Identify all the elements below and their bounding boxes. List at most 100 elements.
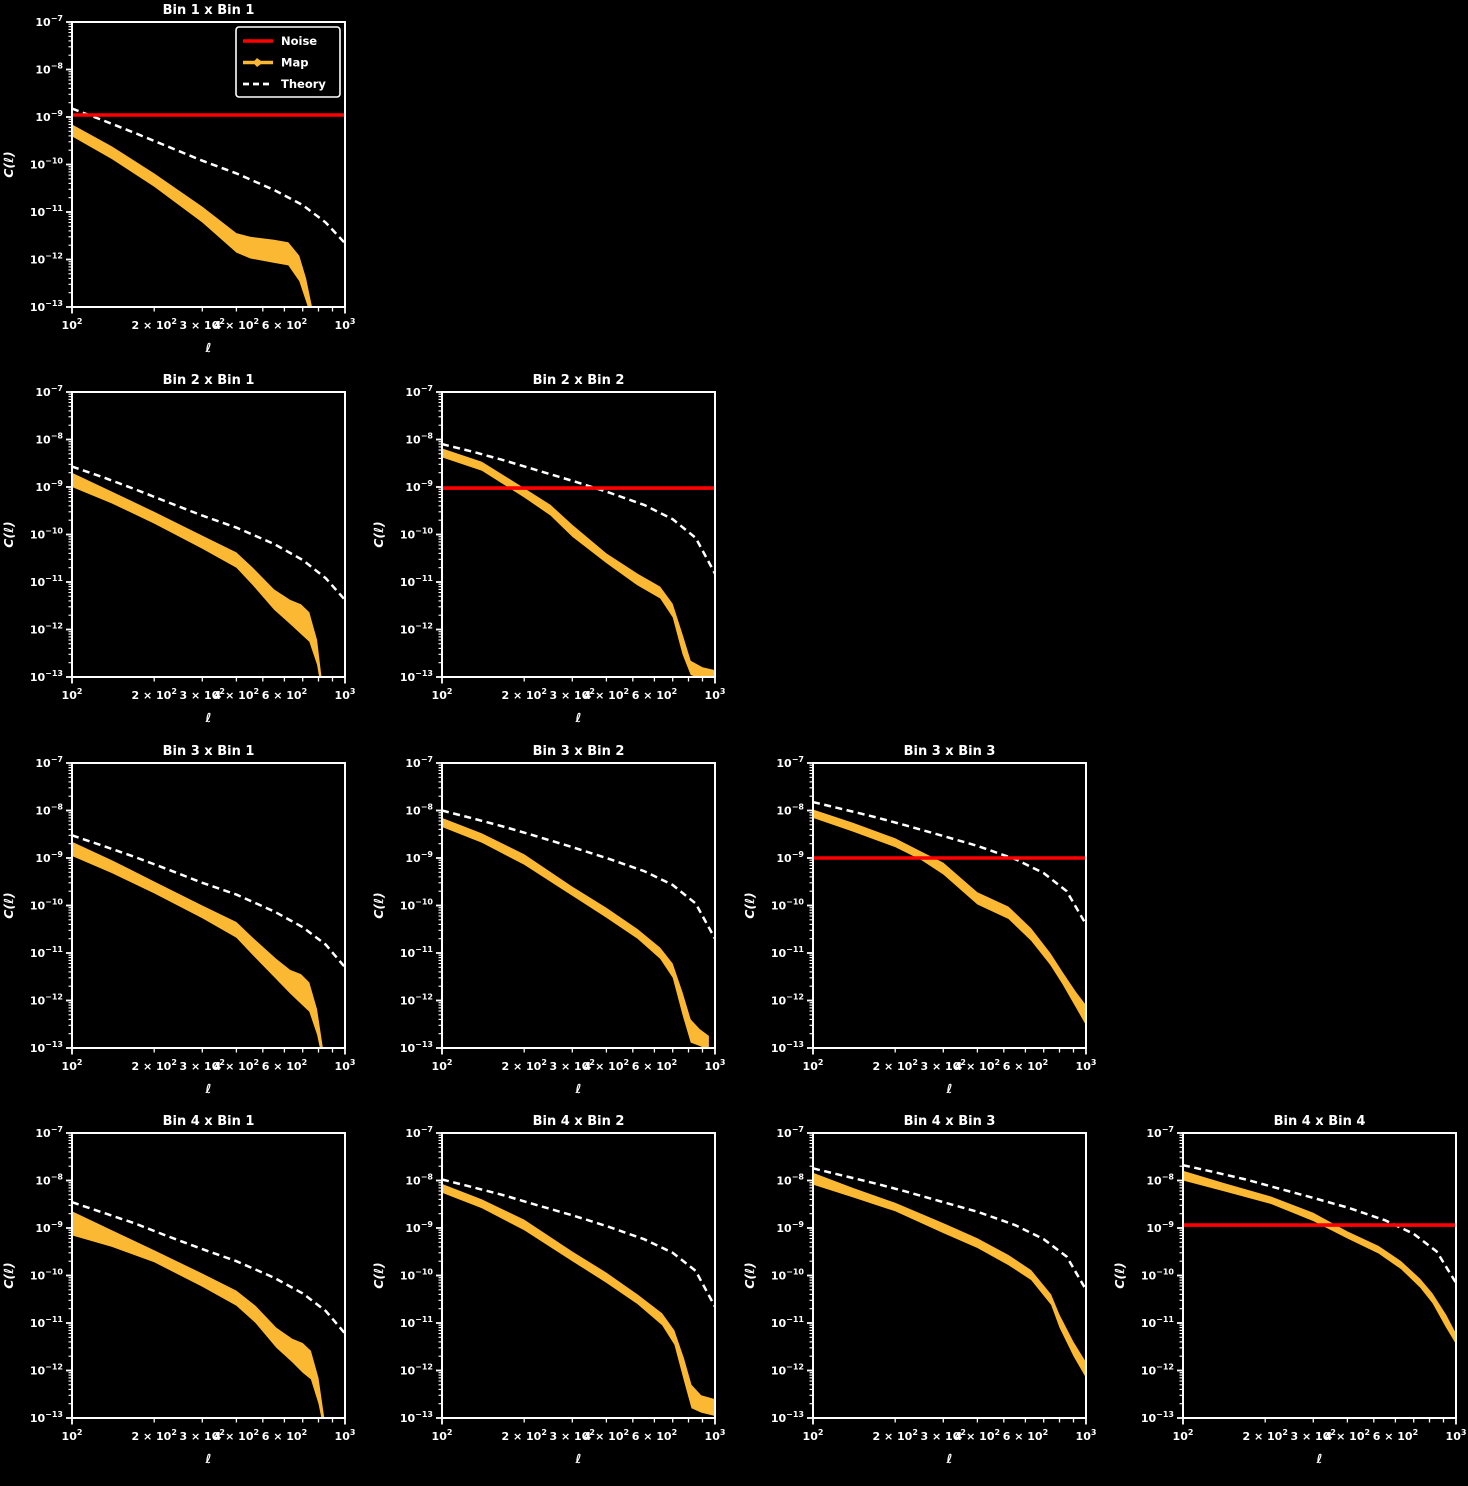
tick-label-y: 10−9 xyxy=(35,479,63,494)
panel-bin-3-x-bin-1: 10−7 10−8 10−9 10−10 10−11 10−12 10−13 102 2 × 1… xyxy=(0,741,371,1112)
x-axis-label: ℓ xyxy=(946,1451,953,1466)
tick-label-x: 3 × 102 xyxy=(180,687,225,702)
plot-bin-3-x-bin-3: 10−7 10−8 10−9 10−10 10−11 10−12 10−13 102 2 × 1… xyxy=(742,744,1096,1096)
tick-label-x: 3 × 102 xyxy=(550,1058,595,1073)
tick-label-x: 6 × 102 xyxy=(632,1428,677,1443)
tick-label-y: 10−11 xyxy=(30,1315,64,1330)
y-axis-label: C(ℓ) xyxy=(1112,1262,1127,1289)
tick-label-x: 6 × 102 xyxy=(1373,1428,1418,1443)
tick-label-x: 2 × 102 xyxy=(131,1058,176,1073)
tick-label-x: 2 × 102 xyxy=(131,687,176,702)
legend-item-map: Map xyxy=(281,56,308,70)
map-band xyxy=(813,1172,1086,1378)
axes-frame xyxy=(812,1132,1087,1419)
tick-label-x: 4 × 102 xyxy=(1325,1428,1370,1443)
tick-label-y: 10−9 xyxy=(405,479,433,494)
tick-label-y: 10−8 xyxy=(405,1173,433,1188)
tick-label-x: 6 × 102 xyxy=(632,1058,677,1073)
tick-label-y: 10−11 xyxy=(400,1315,434,1330)
tick-label-x: 3 × 102 xyxy=(180,317,225,332)
tick-label-x: 103 xyxy=(335,317,356,332)
tick-label-y: 10−13 xyxy=(30,1040,63,1055)
tick-label-x: 3 × 102 xyxy=(550,1428,595,1443)
theory-line xyxy=(442,1178,715,1308)
panel-bin-1-x-bin-1: 10−7 10−8 10−9 10−10 10−11 10−12 10−13 102 2 × 1… xyxy=(0,0,371,371)
theory-line xyxy=(1183,1163,1456,1284)
y-axis-label: C(ℓ) xyxy=(1,521,16,548)
tick-label-x: 4 × 102 xyxy=(584,1058,629,1073)
plot-bin-2-x-bin-2: 10−7 10−8 10−9 10−10 10−11 10−12 10−13 102 2 × 1… xyxy=(371,373,726,725)
tick-label-x: 6 × 102 xyxy=(262,317,307,332)
tick-label-y: 10−10 xyxy=(30,1268,64,1283)
y-axis-label: C(ℓ) xyxy=(1,151,16,178)
plot-bin-2-x-bin-1: 10−7 10−8 10−9 10−10 10−11 10−12 10−13 102 2 × 1… xyxy=(1,373,356,725)
tick-label-y: 10−9 xyxy=(405,1220,433,1235)
x-axis-label: ℓ xyxy=(1316,1451,1323,1466)
tick-label-x: 3 × 102 xyxy=(180,1428,225,1443)
tick-label-x: 102 xyxy=(62,317,83,332)
tick-label-y: 10−7 xyxy=(1146,1125,1174,1140)
tick-label-x: 102 xyxy=(62,1428,83,1443)
map-band xyxy=(442,817,709,1048)
legend-map-marker-icon xyxy=(253,58,263,67)
tick-label-x: 4 × 102 xyxy=(584,687,629,702)
theory-line xyxy=(813,1167,1086,1291)
tick-label-y: 10−10 xyxy=(30,898,64,913)
tick-label-x: 103 xyxy=(335,687,356,702)
tick-label-x: 2 × 102 xyxy=(1242,1428,1287,1443)
x-axis-label: ℓ xyxy=(946,1081,953,1096)
tick-label-y: 10−10 xyxy=(400,898,434,913)
tick-label-x: 6 × 102 xyxy=(262,687,307,702)
tick-label-x: 4 × 102 xyxy=(214,317,259,332)
tick-label-x: 4 × 102 xyxy=(955,1058,1000,1073)
tick-label-y: 10−8 xyxy=(35,432,63,447)
theory-line xyxy=(72,465,345,601)
tick-label-y: 10−11 xyxy=(30,574,64,589)
tick-label-y: 10−13 xyxy=(30,669,63,684)
y-axis-label: C(ℓ) xyxy=(371,521,386,548)
tick-label-x: 2 × 102 xyxy=(872,1058,917,1073)
theory-line xyxy=(72,834,345,969)
tick-label-x: 4 × 102 xyxy=(955,1428,1000,1443)
tick-label-y: 10−13 xyxy=(771,1040,804,1055)
y-axis-label: C(ℓ) xyxy=(371,1262,386,1289)
tick-label-x: 102 xyxy=(803,1058,824,1073)
panel-title: Bin 2 x Bin 1 xyxy=(163,373,255,388)
tick-label-x: 3 × 102 xyxy=(550,687,595,702)
y-axis-label: C(ℓ) xyxy=(1,892,16,919)
map-band xyxy=(72,1211,325,1418)
plot-bin-3-x-bin-2: 10−7 10−8 10−9 10−10 10−11 10−12 10−13 102 2 × 1… xyxy=(371,744,725,1096)
tick-label-y: 10−8 xyxy=(35,1173,63,1188)
tick-label-y: 10−8 xyxy=(776,803,804,818)
tick-label-x: 103 xyxy=(1446,1428,1467,1443)
tick-label-y: 10−10 xyxy=(771,1268,805,1283)
tick-label-y: 10−11 xyxy=(30,945,64,960)
legend-box xyxy=(235,26,341,98)
tick-label-x: 4 × 102 xyxy=(214,1058,259,1073)
x-axis-label: ℓ xyxy=(205,710,212,725)
tick-label-x: 2 × 102 xyxy=(501,1058,546,1073)
tick-label-y: 10−7 xyxy=(776,1125,804,1140)
tick-label-y: 10−13 xyxy=(771,1410,804,1425)
tick-label-y: 10−8 xyxy=(35,803,63,818)
tick-label-y: 10−13 xyxy=(400,1040,433,1055)
legend: Noise Map Theory xyxy=(235,26,341,98)
theory-line xyxy=(442,809,715,940)
panel-title: Bin 3 x Bin 3 xyxy=(904,744,996,759)
panel-title: Bin 4 x Bin 3 xyxy=(904,1114,996,1129)
map-band xyxy=(1183,1170,1456,1345)
tick-label-y: 10−13 xyxy=(30,299,63,314)
tick-label-x: 102 xyxy=(62,687,83,702)
tick-label-y: 10−11 xyxy=(771,1315,805,1330)
tick-label-x: 103 xyxy=(705,687,726,702)
tick-label-x: 6 × 102 xyxy=(262,1058,307,1073)
tick-label-y: 10−10 xyxy=(400,527,434,542)
x-axis-label: ℓ xyxy=(575,1081,582,1096)
tick-label-y: 10−7 xyxy=(776,755,804,770)
tick-label-x: 103 xyxy=(335,1428,356,1443)
panel-title: Bin 3 x Bin 2 xyxy=(533,744,625,759)
tick-label-y: 10−13 xyxy=(1141,1410,1174,1425)
tick-label-y: 10−10 xyxy=(400,1268,434,1283)
tick-label-y: 10−12 xyxy=(30,1363,63,1378)
tick-label-x: 2 × 102 xyxy=(872,1428,917,1443)
